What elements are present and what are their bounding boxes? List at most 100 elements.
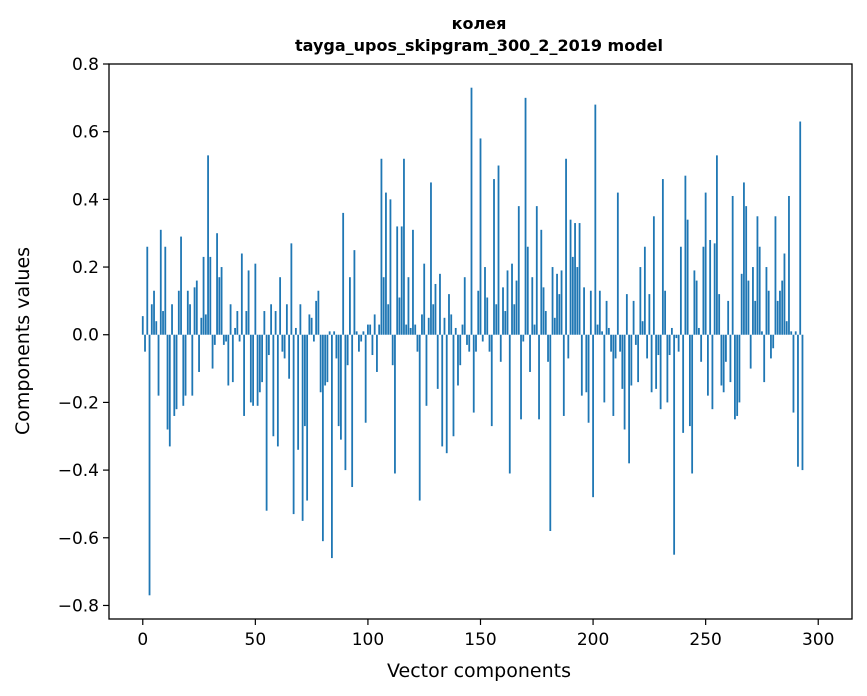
bar <box>403 158 405 335</box>
bar <box>652 216 655 335</box>
bar <box>616 192 619 335</box>
bar <box>607 327 610 335</box>
bar <box>729 334 732 383</box>
bar <box>148 334 151 596</box>
bar <box>583 287 585 335</box>
bar <box>243 334 245 416</box>
bar <box>632 300 635 335</box>
bar <box>596 324 599 335</box>
bars-group <box>141 87 804 596</box>
bar <box>220 267 223 335</box>
y-tick-label: 0.0 <box>72 326 99 346</box>
bar <box>495 304 498 335</box>
bar <box>641 321 644 335</box>
bar <box>781 280 784 335</box>
bar <box>486 297 489 335</box>
bar <box>553 317 556 335</box>
bar <box>466 334 468 345</box>
bar <box>457 334 459 386</box>
bar <box>303 334 306 427</box>
bar <box>423 263 426 335</box>
bar <box>738 334 741 403</box>
bar <box>331 334 333 559</box>
bar <box>574 223 576 335</box>
bar <box>556 273 558 335</box>
bar <box>258 334 261 393</box>
bar <box>484 267 486 335</box>
bar <box>364 334 367 423</box>
bar <box>267 334 270 356</box>
bar <box>571 256 574 335</box>
bar <box>538 334 540 420</box>
bar <box>398 297 401 335</box>
bar <box>279 277 282 335</box>
bar <box>211 334 214 369</box>
bar <box>661 179 664 335</box>
bar <box>580 334 583 396</box>
bar <box>229 304 232 335</box>
bar <box>335 334 338 359</box>
bar <box>173 334 176 416</box>
bar <box>409 327 412 335</box>
bar <box>150 304 153 335</box>
bar <box>749 334 752 369</box>
bar <box>236 311 239 335</box>
bar <box>565 158 567 335</box>
bar <box>216 233 218 335</box>
bar <box>373 314 376 335</box>
bar <box>698 327 700 335</box>
bar <box>389 199 392 335</box>
bar <box>767 290 770 335</box>
bar <box>175 334 178 410</box>
bar <box>306 334 309 501</box>
bar <box>533 324 536 335</box>
bar <box>412 229 414 335</box>
bar <box>315 300 318 335</box>
bar <box>479 138 482 335</box>
bar <box>551 267 554 335</box>
bar <box>799 121 802 335</box>
bar <box>276 334 279 447</box>
bar <box>634 334 637 345</box>
chart-title-line2: tayga_upos_skipgram_300_2_2019 model <box>295 36 663 55</box>
bar <box>146 246 149 335</box>
bar <box>432 304 435 335</box>
x-axis-ticks: 0 50 100 150 200 250 300 <box>137 619 834 650</box>
bar <box>191 334 194 396</box>
bar <box>351 334 354 488</box>
bar <box>355 331 358 335</box>
bar <box>682 334 685 433</box>
bar <box>725 334 727 362</box>
bar <box>684 175 687 335</box>
bar <box>506 270 509 335</box>
bar <box>612 334 615 416</box>
bar <box>319 334 322 393</box>
bar <box>700 334 703 362</box>
bar <box>450 314 453 335</box>
bar <box>416 334 419 352</box>
bar <box>461 324 464 335</box>
bar <box>668 334 671 356</box>
bar <box>621 334 624 389</box>
bar <box>144 334 146 352</box>
bar <box>517 206 520 335</box>
bar <box>704 192 707 335</box>
bar <box>794 331 797 335</box>
bar <box>312 334 315 342</box>
bar <box>745 206 748 335</box>
bar <box>779 290 781 335</box>
bar <box>141 316 144 335</box>
bar <box>308 314 311 335</box>
bar <box>468 334 471 352</box>
bar <box>754 300 757 335</box>
bar <box>772 334 775 349</box>
bar <box>650 334 653 393</box>
bar <box>520 334 522 420</box>
bar <box>743 182 745 335</box>
bar <box>294 327 297 335</box>
y-tick-label: −0.4 <box>58 461 99 481</box>
bar <box>490 334 493 427</box>
y-tick-label: −0.6 <box>58 529 99 549</box>
bar <box>186 290 189 335</box>
bar <box>673 334 676 555</box>
